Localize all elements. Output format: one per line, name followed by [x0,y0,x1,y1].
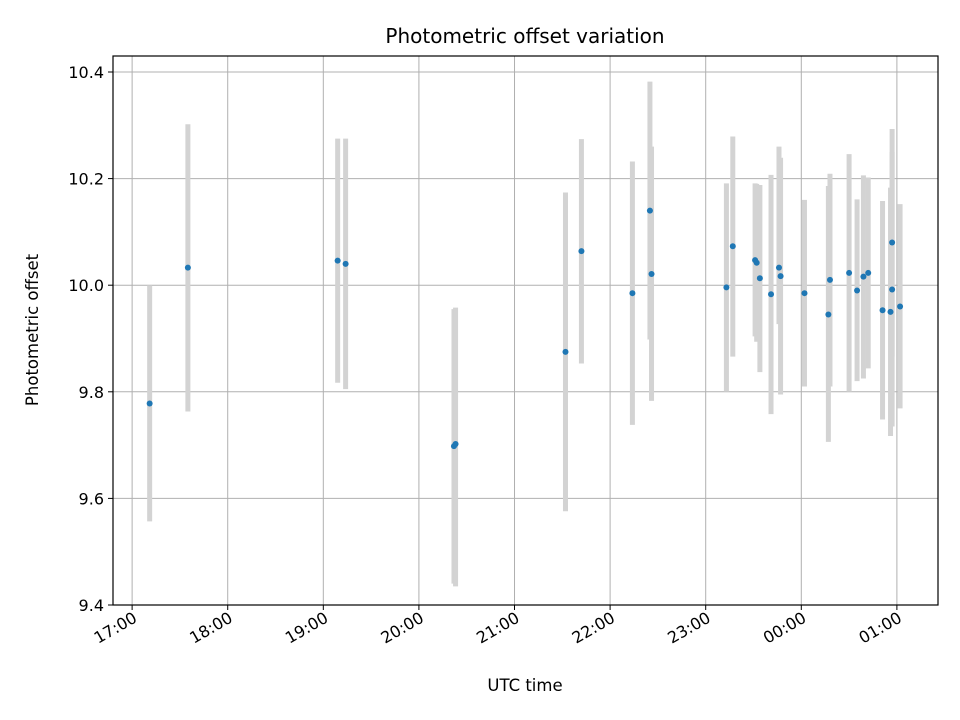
y-tick-label: 9.6 [79,489,104,508]
data-point [865,269,872,276]
y-tick-label: 10.4 [68,63,104,82]
data-point [146,400,153,407]
data-point [756,275,763,282]
data-point [897,303,904,310]
data-point [342,260,349,267]
y-tick-label: 10.2 [68,170,104,189]
data-point [723,284,730,291]
data-point [889,239,896,246]
y-tick-label: 9.8 [79,383,104,402]
data-point [826,276,833,283]
data-point [860,273,867,280]
y-axis: 9.4 9.6 9.8 10.0 10.2 10.4 [68,63,113,615]
data-point [825,311,832,318]
y-axis-label: Photometric offset [23,253,42,406]
plot-frame [112,55,939,606]
data-point [334,257,341,264]
x-axis-label: UTC time [487,676,562,695]
data-point [879,307,886,314]
y-tick-label: 9.4 [79,596,104,615]
data-point [729,243,736,250]
data-point [629,290,636,297]
data-point [854,287,861,294]
data-point [887,308,894,315]
data-point [846,269,853,276]
data-point [753,259,760,266]
data-point [578,248,585,255]
data-point [184,264,191,271]
data-point [777,273,784,280]
y-tick-label: 10.0 [68,276,104,295]
data-points [146,207,904,450]
grid [113,56,938,606]
data-point [889,286,896,293]
data-point [452,441,459,448]
data-point [646,207,653,214]
data-point [775,264,782,271]
data-point [562,348,569,355]
data-point [768,291,775,298]
data-point [801,290,808,297]
chart-title: Photometric offset variation [385,24,664,48]
data-point [648,271,655,278]
